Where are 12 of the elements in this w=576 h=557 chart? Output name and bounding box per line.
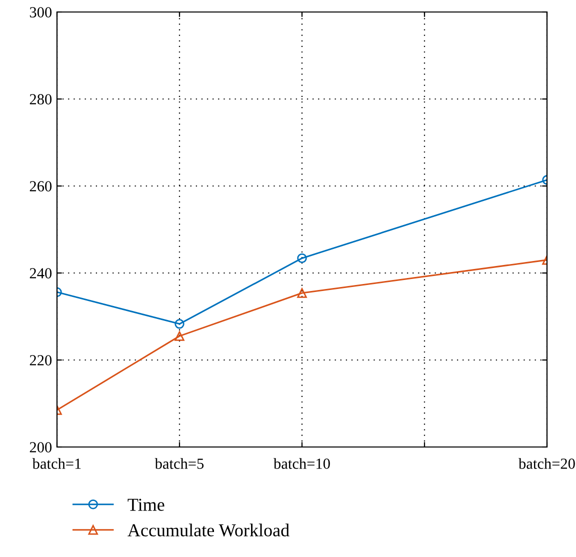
y-tick-label: 220 xyxy=(30,355,52,366)
x-tick-label: batch=20 xyxy=(518,458,575,469)
y-tick-label: 240 xyxy=(30,268,52,278)
legend-label: Time xyxy=(128,498,164,511)
x-tick-label: batch=5 xyxy=(154,458,204,469)
y-tick-label: 280 xyxy=(30,94,52,104)
y-tick-label: 300 xyxy=(30,7,52,18)
legend-label: Accumulate Workload xyxy=(128,524,290,536)
y-tick-label: 200 xyxy=(30,442,52,452)
x-tick-label: batch=10 xyxy=(274,458,330,469)
y-tick-label: 260 xyxy=(30,181,52,192)
x-tick-label: batch=1 xyxy=(32,458,81,469)
